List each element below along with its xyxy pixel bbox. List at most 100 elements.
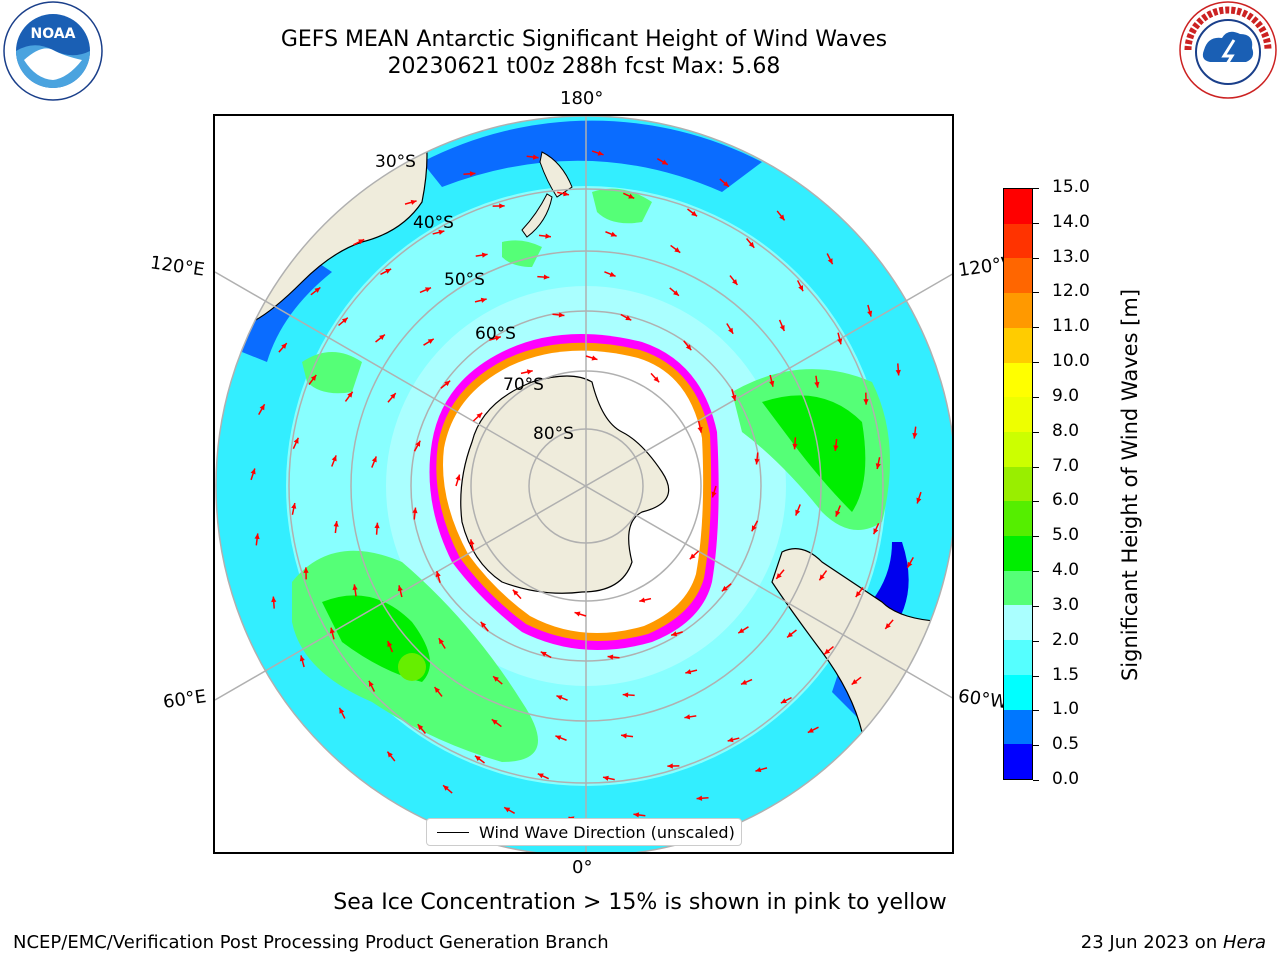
wind-wave-arrowhead <box>339 707 345 714</box>
wind-wave-arrowhead <box>833 445 839 451</box>
wind-wave-arrowhead <box>723 181 729 187</box>
colorbar-tick <box>1033 466 1039 468</box>
wind-wave-arrowhead <box>639 597 646 603</box>
wind-wave-arrowhead <box>625 315 632 321</box>
wind-wave-arrowhead <box>455 474 461 481</box>
wind-wave-arrowhead <box>469 171 476 177</box>
wind-wave-arrowhead <box>545 233 551 239</box>
wind-wave-arrowhead <box>674 247 681 253</box>
wind-wave-arrowhead <box>532 154 539 160</box>
colorbar-tick-label: 0.5 <box>1052 734 1080 755</box>
wind-wave-arrowhead <box>499 203 505 209</box>
colorbar-segment <box>1004 744 1032 779</box>
colorbar-segment <box>1004 223 1032 259</box>
colorbar-tick-label: 13.0 <box>1052 246 1090 267</box>
wind-wave-arrowhead <box>776 573 782 579</box>
wind-wave-arrowhead <box>271 596 277 603</box>
legend-line-icon <box>437 831 469 833</box>
colorbar-tick-label: 14.0 <box>1052 211 1090 232</box>
wind-wave-arrowhead <box>751 525 757 532</box>
colorbar-tick <box>1033 292 1039 294</box>
colorbar-tick <box>1033 257 1039 259</box>
wind-wave-arrowhead <box>741 679 748 685</box>
wind-wave-arrowhead <box>540 651 547 657</box>
wind-wave-arrowhead <box>555 735 562 741</box>
colorbar-segment <box>1004 397 1032 432</box>
colorbar-tick-label: 15.0 <box>1052 177 1090 197</box>
wind-wave-arrowhead <box>916 497 922 504</box>
colorbar-tick-label: 9.0 <box>1052 385 1080 406</box>
colorbar-segment <box>1004 293 1032 328</box>
wind-wave-arrowhead <box>873 528 879 535</box>
colorbar-tick <box>1033 501 1039 503</box>
colorbar-tick <box>1033 571 1039 573</box>
wind-wave-arrowhead <box>684 714 691 720</box>
wind-wave-arrowhead <box>438 638 444 645</box>
wind-wave-arrowhead <box>438 229 445 235</box>
wind-wave-arrowhead <box>474 755 481 762</box>
wind-wave-arrowhead <box>347 391 353 398</box>
wind-wave-arrowhead <box>291 502 297 509</box>
wind-wave-arrowhead <box>792 443 798 450</box>
lat-label-50s: 50°S <box>444 270 485 290</box>
wind-wave-arrowhead <box>711 491 717 498</box>
wind-wave-arrowhead <box>397 585 403 592</box>
wind-wave-arrowhead <box>543 274 550 280</box>
wind-wave-arrowhead <box>610 231 617 237</box>
wind-wave-arrowhead <box>863 399 869 405</box>
wind-wave-arrowhead <box>727 737 734 743</box>
wind-wave-arrowhead <box>424 287 431 293</box>
wind-wave-arrowhead <box>835 510 841 517</box>
wind-wave-arrowhead <box>755 767 762 773</box>
colorbar <box>1003 188 1033 780</box>
wind-wave-arrowhead <box>609 271 616 277</box>
wind-wave-arrowhead <box>259 404 265 411</box>
colorbar-segment <box>1004 327 1032 363</box>
colorbar-tick-label: 6.0 <box>1052 490 1080 511</box>
footer-date-text: 23 Jun 2023 on <box>1080 932 1223 953</box>
wind-wave-arrowhead <box>299 655 305 662</box>
lon-label-0: 0° <box>572 857 593 878</box>
colorbar-tick-label: 11.0 <box>1052 316 1090 337</box>
wind-wave-arrowhead <box>444 380 451 387</box>
wind-wave-arrowhead <box>480 297 487 303</box>
colorbar-tick-label: 3.0 <box>1052 594 1080 615</box>
colorbar-segment <box>1004 536 1032 571</box>
national-weather-service-logo <box>1179 1 1277 99</box>
wind-wave-arrowhead <box>621 733 627 739</box>
map-legend: Wind Wave Direction (unscaled) <box>426 818 742 846</box>
map-title: GEFS MEAN Antarctic Significant Height o… <box>280 27 888 52</box>
footer-date: 23 Jun 2023 on Hera <box>1081 932 1266 953</box>
wind-wave-arrowhead <box>691 210 698 217</box>
wind-wave-arrowhead <box>480 621 487 628</box>
wind-wave-arrowhead <box>798 285 804 292</box>
wind-wave-arrowhead <box>443 785 449 791</box>
wind-wave-arrowhead <box>721 585 728 592</box>
colorbar-tick-label: 12.0 <box>1052 281 1090 302</box>
wind-wave-arrowhead <box>780 698 787 704</box>
wind-wave-arrowhead <box>787 632 793 638</box>
wind-wave-arrowhead <box>671 631 678 637</box>
wind-wave-arrowhead <box>855 591 862 598</box>
wind-wave-arrowhead <box>851 679 858 685</box>
wind-wave-arrowhead <box>754 458 760 465</box>
colorbar-segment <box>1004 674 1032 710</box>
wind-wave-arrowhead <box>779 324 785 331</box>
colorbar-tick-label: 4.0 <box>1052 560 1080 581</box>
wind-wave-arrowhead <box>591 355 598 361</box>
lat-label-80s: 80°S <box>533 424 574 444</box>
wind-wave-arrowhead <box>574 611 581 617</box>
wind-wave-arrowhead <box>434 687 440 693</box>
wind-wave-arrowhead <box>697 426 703 433</box>
colorbar-tick <box>1033 710 1039 712</box>
polar-map-canvas <box>215 116 952 852</box>
lat-label-70s: 70°S <box>503 375 544 395</box>
legend-label: Wind Wave Direction (unscaled) <box>479 822 735 842</box>
wind-wave-arrowhead <box>769 380 775 387</box>
wind-wave-arrowhead <box>303 567 309 573</box>
wind-wave-arrowhead <box>622 692 629 698</box>
wind-wave-arrowhead <box>374 522 380 529</box>
colorbar-tick <box>1033 188 1039 189</box>
wind-wave-arrowhead <box>667 763 673 769</box>
wind-wave-arrowhead <box>837 338 843 345</box>
